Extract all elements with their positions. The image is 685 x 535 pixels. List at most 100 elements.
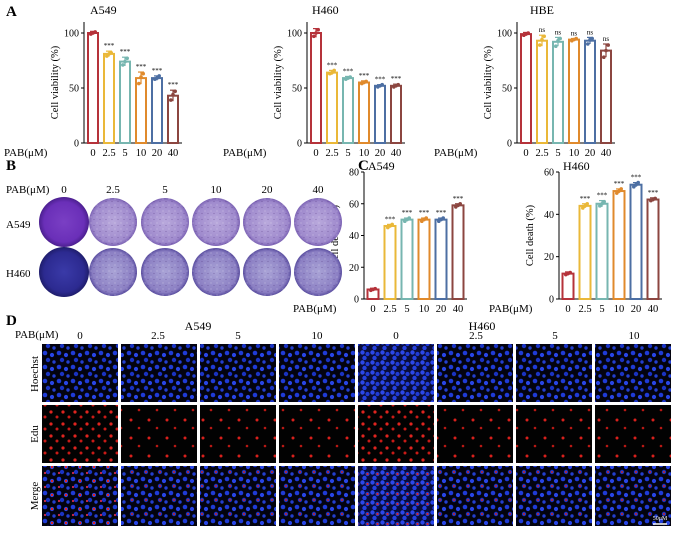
data-point: [585, 201, 589, 206]
data-point: [139, 75, 143, 79]
micrograph-hoechst-a549-5: [200, 344, 276, 402]
panel-d-conc-7: 10: [629, 330, 641, 342]
data-point: [173, 89, 177, 94]
y-tick-label: 100: [287, 29, 302, 40]
plate-texture: [141, 248, 189, 296]
y-axis-label: Cell viability (%): [273, 45, 284, 119]
x-tick-label: 5: [404, 304, 409, 315]
x-tick-label: 20: [585, 148, 596, 159]
data-point: [93, 30, 97, 34]
panel-b-colony-plates: PAB(μM) 0 2.5 5 10 20 40 A549 H460: [6, 184, 342, 297]
significance-label: ***: [391, 75, 402, 83]
significance-label: ***: [419, 209, 430, 217]
data-point: [540, 37, 544, 42]
micrograph-hoechst-a549-10: [279, 344, 355, 402]
significance-label: ***: [597, 192, 608, 200]
panel-d-row-edu: Edu: [29, 425, 41, 443]
bar: [167, 94, 179, 144]
x-tick-label: 10: [359, 148, 370, 159]
plate-texture: [141, 198, 189, 246]
x-tick-label: 20: [631, 304, 642, 315]
panel-b-conc-label: PAB(μM): [6, 184, 50, 196]
y-tick-label: 40: [544, 210, 554, 221]
data-point: [574, 36, 578, 41]
chart-title: A549: [368, 159, 395, 173]
data-point: [606, 43, 610, 47]
data-point: [373, 286, 378, 291]
micrograph-merge-h460-10: [595, 466, 671, 526]
x-tick-label: 10: [136, 148, 147, 159]
plate-h460-0: [39, 247, 89, 297]
x-tick-label: 20: [152, 148, 163, 159]
bar: [358, 81, 370, 144]
plate-texture: [192, 248, 240, 296]
bar: [87, 32, 99, 144]
bar: [310, 32, 322, 144]
significance-label: ***: [104, 42, 115, 50]
panel-b-conc-1: 2.5: [106, 184, 120, 196]
bar: [584, 39, 596, 145]
bar: [612, 190, 626, 300]
data-point: [542, 34, 546, 39]
micrograph-hoechst-h460-2-5: [437, 344, 513, 402]
significance-label: ns: [571, 30, 578, 38]
data-point: [636, 180, 640, 185]
x-tick-label: 40: [391, 148, 402, 159]
data-point: [125, 56, 129, 61]
x-tick-label: 5: [345, 148, 350, 159]
y-tick-label: 80: [349, 168, 359, 179]
micrograph-edu-h460-2-5: [437, 405, 513, 463]
y-tick-label: 60: [349, 199, 359, 210]
micrograph-edu-a549-5: [200, 405, 276, 463]
micrograph-edu-a549-0: [42, 405, 118, 463]
significance-label: ***: [402, 209, 413, 217]
x-axis-label: PAB(μM): [489, 303, 533, 315]
x-axis-label: PAB(μM): [223, 147, 267, 159]
data-point: [330, 70, 334, 75]
y-tick-label: 100: [64, 29, 79, 40]
significance-label: ***: [120, 48, 131, 56]
significance-label: ***: [385, 215, 396, 223]
plate-texture: [89, 198, 137, 246]
panel-b-conc-5: 40: [313, 184, 325, 196]
plate-texture: [243, 248, 291, 296]
chart-c2: H460 0 20 40 60 Cell death (%) PAB(μM) 0 2.5 *** 5…: [489, 159, 662, 315]
panel-d-conc-6: 5: [552, 330, 558, 342]
data-point: [171, 92, 175, 97]
micrograph-merge-a549-0: [42, 466, 118, 526]
data-point: [554, 44, 558, 48]
significance-label: ns: [539, 26, 546, 34]
significance-label: ***: [359, 72, 370, 80]
y-axis-label: Cell death (%): [525, 204, 536, 266]
micrograph-edu-a549-2-5: [121, 405, 197, 463]
significance-label: ***: [152, 67, 163, 75]
data-point: [602, 199, 606, 204]
data-point: [348, 75, 353, 79]
bar: [326, 71, 338, 144]
micrograph-hoechst-a549-0: [42, 344, 118, 402]
data-point: [332, 68, 337, 73]
micrograph-merge-a549-10: [279, 466, 355, 526]
panel-b-conc-3: 10: [211, 184, 223, 196]
significance-label: ***: [453, 195, 464, 203]
significance-label: ***: [631, 174, 642, 182]
bar: [434, 218, 448, 300]
x-tick-label: 40: [601, 148, 612, 159]
data-point: [312, 34, 316, 39]
y-tick-label: 50: [502, 84, 512, 95]
y-tick-label: 0: [74, 139, 79, 150]
data-point: [619, 187, 623, 191]
chart-title: A549: [90, 3, 117, 17]
data-point: [526, 31, 530, 35]
x-tick-label: 0: [370, 304, 375, 315]
y-tick-label: 100: [497, 29, 512, 40]
panel-letter-c: C: [358, 158, 369, 174]
plate-texture: [294, 248, 342, 296]
bar: [451, 204, 465, 300]
data-point: [316, 27, 321, 32]
panel-d-row-hoechst: Hoechst: [29, 356, 41, 392]
panel-letter-b: B: [6, 158, 16, 174]
significance-label: ns: [587, 28, 594, 36]
